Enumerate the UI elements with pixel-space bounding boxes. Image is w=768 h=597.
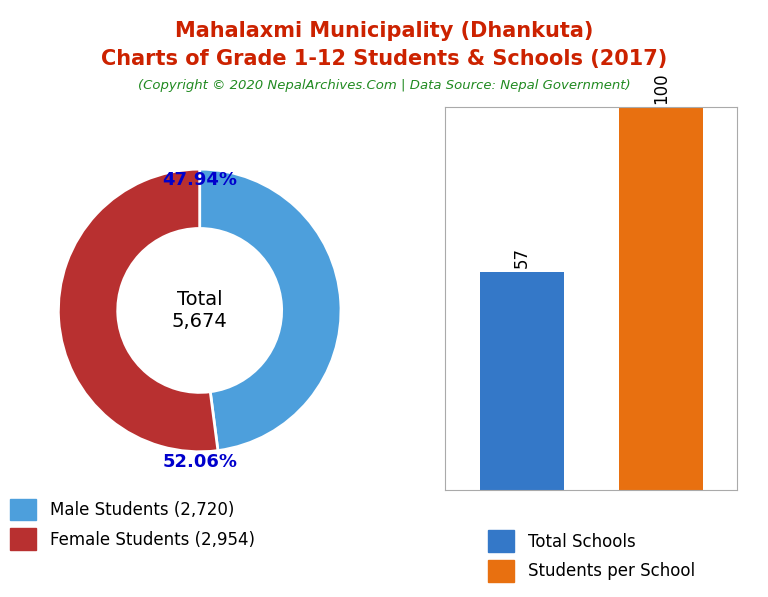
Text: 52.06%: 52.06% xyxy=(162,453,237,472)
Text: 57: 57 xyxy=(513,247,531,268)
Bar xyxy=(619,107,703,490)
Legend: Total Schools, Students per School: Total Schools, Students per School xyxy=(481,524,702,588)
Text: Total
5,674: Total 5,674 xyxy=(172,290,227,331)
Text: 47.94%: 47.94% xyxy=(162,171,237,189)
Text: 100: 100 xyxy=(652,72,670,104)
Bar xyxy=(480,272,564,490)
Text: Mahalaxmi Municipality (Dhankuta): Mahalaxmi Municipality (Dhankuta) xyxy=(175,21,593,41)
Legend: Male Students (2,720), Female Students (2,954): Male Students (2,720), Female Students (… xyxy=(3,492,261,556)
Wedge shape xyxy=(200,169,341,451)
Text: (Copyright © 2020 NepalArchives.Com | Data Source: Nepal Government): (Copyright © 2020 NepalArchives.Com | Da… xyxy=(137,79,631,92)
Text: Charts of Grade 1-12 Students & Schools (2017): Charts of Grade 1-12 Students & Schools … xyxy=(101,49,667,69)
Wedge shape xyxy=(58,169,218,452)
